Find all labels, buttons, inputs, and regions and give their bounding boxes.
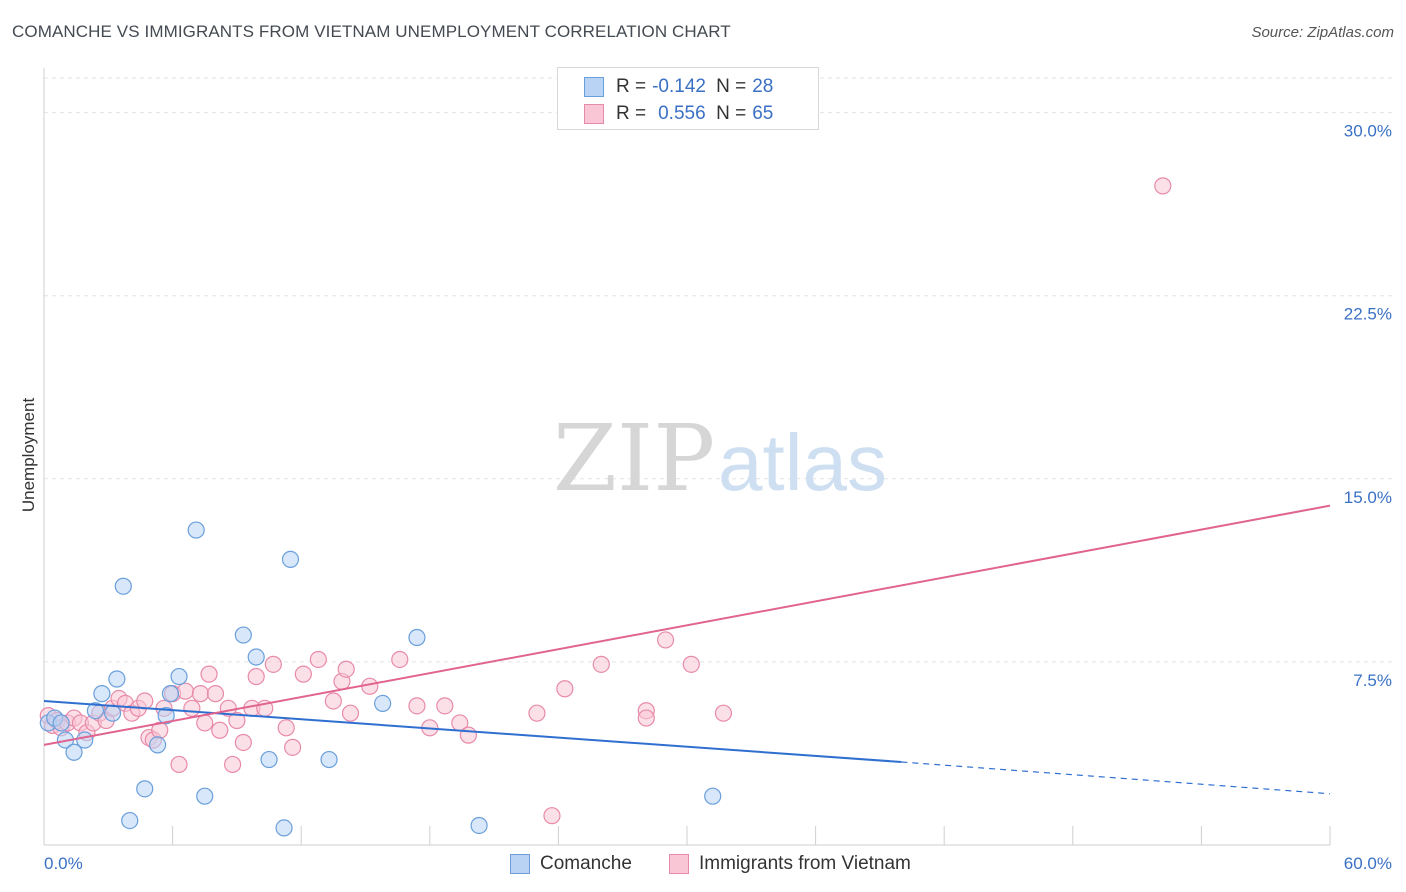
vietnam-point — [228, 711, 246, 730]
comanche-point — [76, 731, 94, 749]
comanche-trend-extension — [901, 761, 1331, 795]
comanche-point — [114, 577, 132, 595]
legend-n-label: N = — [716, 103, 747, 124]
comanche-point — [260, 750, 278, 769]
comanche-point — [121, 811, 139, 830]
vietnam-point — [211, 721, 229, 739]
vietnam-point — [183, 699, 201, 717]
y-tick-label: 30.0% — [1344, 122, 1392, 141]
vietnam-point — [264, 655, 282, 673]
vietnam-point — [528, 704, 546, 722]
legend-r-value: 0.556 — [658, 103, 706, 124]
grid-layer — [44, 77, 1392, 663]
series-legend-label: Immigrants from Vietnam — [699, 853, 911, 874]
comanche-point — [93, 685, 111, 703]
vietnam-point — [234, 733, 252, 752]
legend-r-label: R = — [616, 76, 647, 97]
vietnam-point — [176, 682, 195, 700]
vietnam-point — [637, 709, 655, 727]
comanche-point — [704, 787, 722, 805]
y-tick-label: 15.0% — [1344, 488, 1392, 507]
vietnam-point — [341, 704, 360, 722]
series-legend-vietnam[interactable]: Immigrants from Vietnam — [669, 852, 911, 876]
vietnam-point — [592, 655, 610, 673]
source-label: Source: ZipAtlas.com — [1251, 24, 1394, 41]
comanche-point — [275, 819, 293, 837]
legend-row-vietnam: R = 0.556 N = 65 — [584, 102, 779, 126]
comanche-point — [320, 750, 338, 769]
comanche-point — [52, 714, 70, 732]
vietnam-point — [337, 660, 355, 678]
vietnam-point — [556, 680, 574, 698]
series-legend-comanche[interactable]: Comanche — [510, 852, 632, 876]
comanche-point — [86, 702, 105, 720]
vietnam-point — [459, 726, 477, 744]
series-swatch-blue — [510, 854, 530, 874]
vietnam-point — [284, 738, 302, 756]
vietnam-point — [543, 807, 561, 825]
watermark-atlas: atlas — [718, 418, 887, 507]
y-tick-label: 7.5% — [1353, 671, 1392, 690]
series-swatch-pink — [669, 854, 689, 874]
vietnam-point — [191, 685, 210, 703]
vietnam-point — [277, 719, 295, 737]
vietnam-point — [714, 704, 733, 722]
legend-r-value: -0.142 — [652, 76, 706, 97]
vietnam-point — [309, 650, 327, 669]
x-tick-label-min: 0.0% — [44, 854, 83, 873]
vietnam-trend-line — [43, 504, 1331, 746]
watermark-zip: ZIP — [553, 405, 715, 512]
comanche-point — [161, 685, 180, 703]
comanche-point — [234, 626, 252, 644]
legend-swatch-blue — [584, 77, 604, 97]
vietnam-point — [324, 692, 342, 710]
comanche-point — [136, 780, 154, 798]
comanche-point — [103, 704, 122, 722]
legend-n-label: N = — [716, 76, 747, 97]
comanche-point — [196, 787, 214, 805]
vietnam-point — [1154, 177, 1172, 195]
vietnam-point — [682, 655, 700, 673]
legend-r-label: R = — [616, 103, 647, 124]
vietnam-point — [224, 755, 242, 774]
vietnam-point — [170, 755, 188, 774]
vietnam-point — [196, 714, 214, 732]
vietnam-point — [247, 667, 265, 686]
axes-layer: 7.5% 15.0% 22.5% 30.0% — [43, 68, 1392, 846]
comanche-trend-line — [43, 699, 902, 763]
comanche-point — [470, 816, 488, 835]
vietnam-point — [200, 665, 218, 683]
y-axis-title: Unemployment — [19, 398, 38, 513]
legend-swatch-pink — [584, 104, 604, 124]
comanche-point — [157, 707, 175, 725]
comanche-point — [108, 670, 126, 688]
comanche-point — [187, 521, 205, 539]
comanche-point — [65, 743, 83, 761]
series-legend-label: Comanche — [540, 853, 632, 874]
legend-row-comanche: R = -0.142 N = 28 — [584, 75, 779, 99]
chart-title: COMANCHE VS IMMIGRANTS FROM VIETNAM UNEM… — [12, 22, 731, 41]
comanche-point — [247, 648, 265, 666]
vietnam-point — [656, 631, 675, 649]
watermark: ZIP atlas — [553, 405, 887, 512]
vietnam-point — [136, 692, 154, 710]
comanche-point — [408, 628, 426, 647]
x-tick-label-max: 60.0% — [1344, 854, 1392, 873]
comanche-point — [374, 694, 392, 713]
comanche-point — [148, 736, 167, 754]
legend-n-value: 28 — [752, 76, 774, 97]
vietnam-point — [294, 665, 312, 683]
vietnam-point — [391, 650, 409, 669]
vietnam-point — [408, 697, 426, 715]
correlation-legend: R = -0.142 N = 28 R = 0.556 N = 65 — [557, 67, 819, 130]
legend-n-value: 65 — [752, 103, 774, 124]
vietnam-point — [206, 685, 225, 703]
comanche-point — [170, 667, 188, 686]
comanche-point — [281, 550, 300, 568]
trend-layer — [43, 504, 1331, 795]
vietnam-point — [436, 697, 454, 715]
y-tick-label: 22.5% — [1344, 305, 1392, 324]
